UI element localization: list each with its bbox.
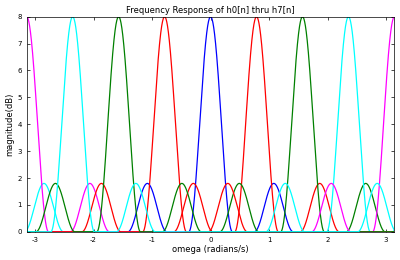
X-axis label: omega (radians/s): omega (radians/s) [172, 245, 249, 255]
Y-axis label: magnitude(dB): magnitude(dB) [6, 93, 14, 156]
Title: Frequency Response of h0[n] thru h7[n]: Frequency Response of h0[n] thru h7[n] [126, 5, 295, 15]
